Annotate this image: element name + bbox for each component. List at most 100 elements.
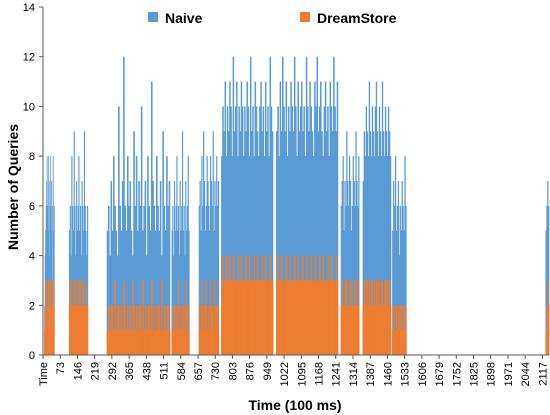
dreamstore-bar — [375, 280, 378, 355]
naive-bar — [271, 131, 274, 355]
naive-bar — [282, 56, 284, 356]
naive-bar — [347, 181, 349, 355]
dreamstore-bar — [318, 255, 321, 355]
dreamstore-bar — [207, 305, 209, 355]
naive-bar — [182, 131, 184, 355]
dreamstore-bar — [287, 280, 290, 355]
dreamstore-bar — [394, 305, 396, 355]
naive-bar — [398, 255, 401, 355]
naive-bar — [128, 205, 130, 355]
naive-bar — [276, 131, 278, 355]
dreamstore-bar — [228, 280, 230, 355]
naive-bar — [357, 205, 359, 355]
dreamstore-bar — [139, 305, 142, 355]
dreamstore-bar — [124, 305, 126, 355]
dreamstore-bar — [358, 280, 360, 355]
naive-bar — [209, 230, 211, 355]
naive-bar — [164, 230, 167, 355]
naive-bar — [378, 106, 381, 356]
naive-bar — [270, 106, 273, 356]
dreamstore-bar — [48, 305, 50, 355]
naive-bar — [295, 106, 297, 356]
dreamstore-bar — [344, 280, 346, 355]
dreamstore-bar — [354, 305, 356, 355]
naive-bar — [388, 131, 391, 355]
dreamstore-bar — [380, 280, 383, 355]
naive-bar — [149, 230, 152, 355]
dreamstore-bar — [204, 305, 207, 355]
naive-bar — [145, 255, 148, 355]
dreamstore-bar — [53, 280, 55, 355]
naive-bar — [106, 230, 109, 355]
dreamstore-bar — [198, 305, 200, 355]
dreamstore-bar — [145, 330, 148, 355]
naive-bar — [84, 205, 86, 355]
naive-bar — [343, 230, 345, 355]
naive-bar — [223, 131, 225, 355]
naive-bar — [292, 131, 295, 355]
naive-bar — [181, 205, 183, 355]
naive-bar — [291, 106, 294, 356]
naive-bar — [135, 156, 138, 355]
naive-bar — [187, 156, 189, 355]
naive-bar — [207, 181, 209, 355]
dreamstore-series — [44, 255, 550, 355]
naive-bar — [202, 205, 204, 355]
x-tick-label: 1095 — [296, 362, 308, 386]
dreamstore-bar — [217, 305, 220, 355]
naive-bar — [389, 156, 392, 355]
naive-bar — [260, 81, 262, 355]
naive-bar — [156, 156, 158, 355]
naive-bar — [380, 156, 383, 355]
dreamstore-bar — [161, 280, 163, 355]
dreamstore-bar — [225, 255, 228, 355]
naive-bar — [392, 230, 394, 355]
dreamstore-bar — [119, 330, 121, 355]
naive-bar — [233, 131, 236, 355]
dreamstore-bar — [278, 280, 280, 355]
dreamstore-bar — [289, 255, 291, 355]
dreamstore-bar — [258, 280, 260, 355]
dreamstore-bar — [330, 255, 333, 355]
naive-bar — [51, 205, 53, 355]
dreamstore-bar — [45, 280, 47, 355]
naive-bar — [256, 131, 259, 355]
dreamstore-bar — [342, 305, 344, 355]
dreamstore-bar — [401, 330, 403, 355]
dreamstore-bar — [310, 255, 313, 355]
naive-bar — [402, 205, 404, 355]
naive-bar — [376, 131, 379, 355]
naive-bar — [365, 106, 368, 356]
naive-bar — [52, 156, 54, 355]
x-tick-label: 1679 — [434, 362, 446, 386]
dreamstore-bar — [180, 330, 182, 355]
x-tick-label: 803 — [227, 362, 239, 380]
naive-bar — [297, 81, 299, 355]
dreamstore-bar — [215, 305, 217, 355]
x-tick-label: 1022 — [279, 362, 291, 386]
dreamstore-bar — [74, 305, 76, 355]
naive-bar — [199, 181, 201, 355]
dreamstore-bar — [362, 305, 364, 355]
dreamstore-bar — [149, 330, 152, 355]
dreamstore-bar — [168, 330, 171, 355]
dreamstore-bar — [45, 305, 47, 355]
naive-bar — [134, 205, 137, 355]
naive-bar — [133, 131, 135, 355]
dreamstore-bar — [323, 280, 326, 355]
legend: Naive DreamStore — [148, 10, 397, 26]
dreamstore-bar — [348, 305, 350, 355]
naive-bar — [124, 205, 126, 355]
x-tick-label: 949 — [262, 362, 274, 380]
dreamstore-bar — [347, 305, 349, 355]
dreamstore-bar — [340, 305, 342, 355]
naive-bar — [298, 131, 301, 355]
naive-bar — [405, 205, 407, 355]
dreamstore-bar — [49, 280, 51, 355]
naive-bar — [50, 156, 52, 355]
dreamstore-bar — [282, 280, 284, 355]
naive-bar — [178, 255, 180, 355]
x-tick-label: 1533 — [400, 362, 412, 386]
naive-bar — [48, 156, 50, 355]
naive-bar — [348, 156, 351, 355]
